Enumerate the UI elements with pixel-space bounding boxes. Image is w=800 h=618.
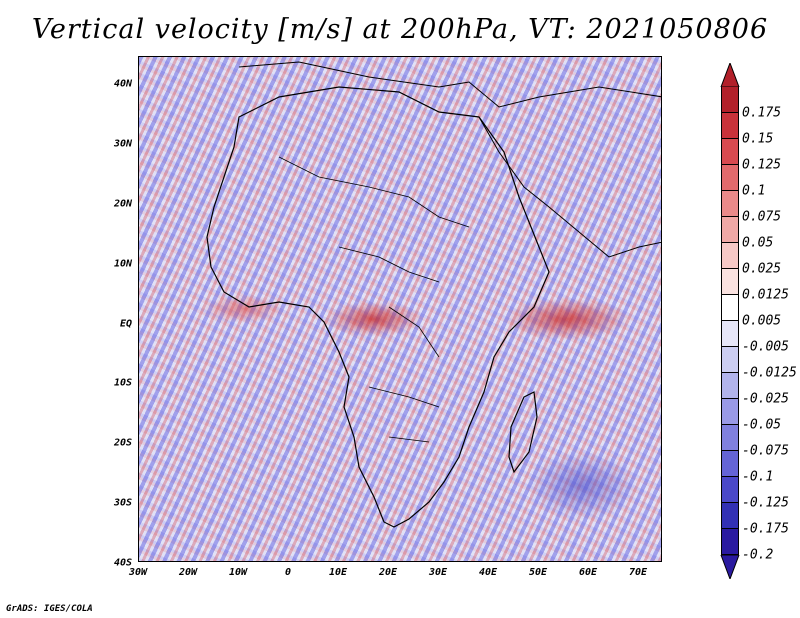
colorbar-label: 0.1 (742, 183, 766, 199)
lat-label: 20S (113, 437, 132, 449)
lon-label: 0 (284, 567, 292, 578)
map-plot-area (138, 56, 662, 562)
colorbar-label: 0.15 (742, 131, 774, 147)
colorbar-swatch (721, 425, 739, 451)
lat-label: EQ (119, 318, 132, 330)
colorbar-label: -0.005 (742, 339, 789, 355)
colorbar-swatch (721, 113, 739, 139)
colorbar-label: 0.025 (742, 261, 782, 277)
lon-label: 30W (128, 567, 148, 578)
colorbar-label: 0.075 (742, 209, 782, 225)
colorbar-label: 0.05 (742, 235, 774, 251)
lon-label: 10W (228, 567, 248, 578)
colorbar-label: -0.1 (742, 469, 774, 485)
africa-outline (206, 61, 661, 528)
colorbar-swatch (721, 477, 739, 503)
colorbar-swatch (721, 399, 739, 425)
lon-label: 60E (578, 567, 598, 578)
colorbar-label: 0.005 (742, 313, 782, 329)
lon-label: 20W (178, 567, 198, 578)
lon-label: 70E (628, 567, 648, 578)
chart-title: Vertical velocity [m/s] at 200hPa, VT: 2… (31, 14, 769, 45)
lat-label: 40N (113, 78, 132, 90)
colorbar-swatch (721, 139, 739, 165)
lat-label: 30S (113, 497, 132, 509)
colorbar-swatch (721, 451, 739, 477)
lat-label: 30N (113, 138, 132, 150)
colorbar-swatch (721, 529, 739, 555)
colorbar-label: -0.05 (742, 417, 782, 433)
colorbar-swatch (721, 373, 739, 399)
lon-label: 10E (328, 567, 348, 578)
colorbar-label: -0.075 (742, 443, 789, 459)
colorbar-label: -0.125 (742, 495, 789, 511)
colorbar-swatch (721, 165, 739, 191)
colorbar-swatch (721, 295, 739, 321)
colorbar-label: -0.025 (742, 391, 789, 407)
colorbar-swatch (721, 321, 739, 347)
credit-text: GrADS: IGES/COLA (6, 604, 93, 614)
lon-label: 30E (428, 567, 448, 578)
colorbar-bottom-arrow (720, 555, 740, 579)
colorbar-label: 0.175 (742, 105, 782, 121)
lon-label: 40E (478, 567, 498, 578)
colorbar-swatch (721, 191, 739, 217)
lat-label: 20N (113, 198, 132, 210)
lat-label: 40S (113, 557, 132, 569)
colorbar-top-arrow (720, 63, 740, 87)
colorbar-swatch (721, 503, 739, 529)
colorbar-label: 0.0125 (742, 287, 789, 303)
colorbar-swatch (721, 243, 739, 269)
lon-label: 20E (378, 567, 398, 578)
colorbar-label: -0.0125 (742, 365, 797, 381)
lat-label: 10N (113, 258, 132, 270)
colorbar-swatch (721, 217, 739, 243)
colorbar-swatch (721, 347, 739, 373)
colorbar-swatch (721, 269, 739, 295)
colorbar-label: -0.2 (742, 547, 774, 563)
colorbar-label: -0.175 (742, 521, 789, 537)
colorbar-swatch (721, 87, 739, 113)
lat-label: 10S (113, 377, 132, 389)
colorbar-label: 0.125 (742, 157, 782, 173)
lon-label: 50E (528, 567, 548, 578)
